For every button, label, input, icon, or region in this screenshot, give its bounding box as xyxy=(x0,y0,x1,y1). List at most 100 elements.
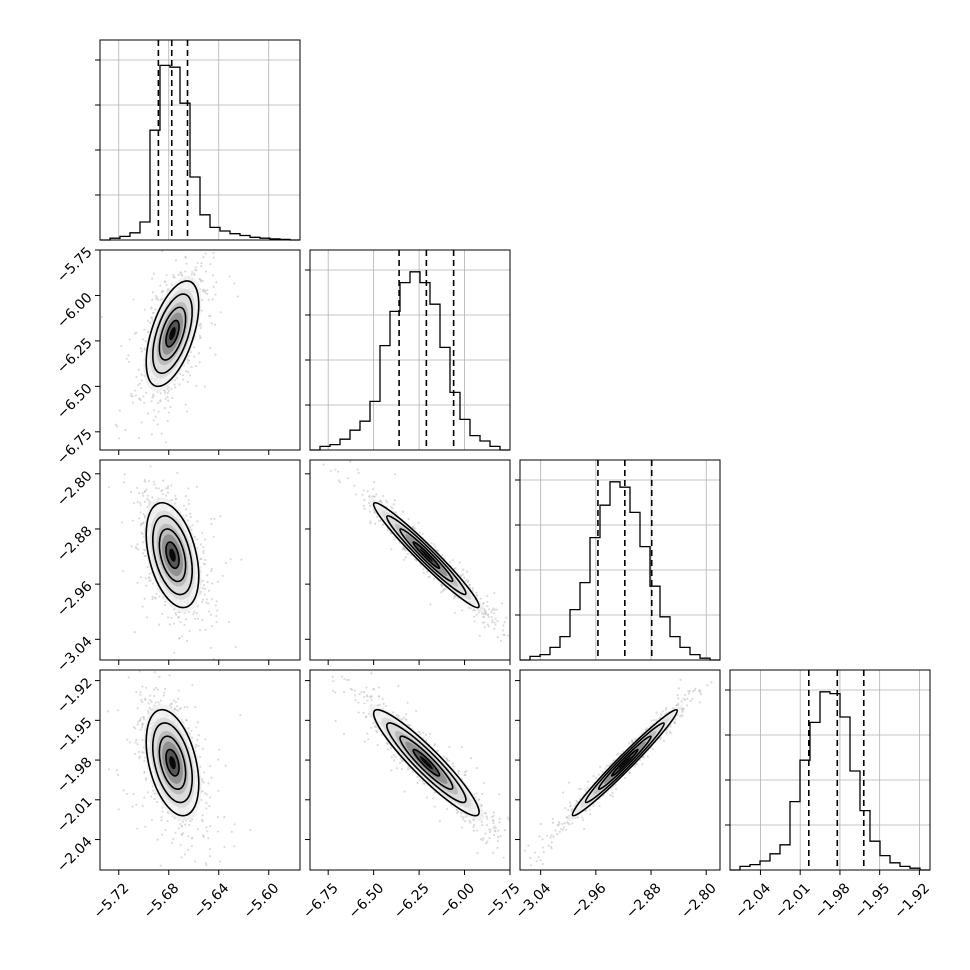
sample-point xyxy=(198,278,201,281)
sample-point xyxy=(136,486,139,490)
sample-point xyxy=(356,468,359,471)
sample-point xyxy=(171,499,174,502)
sample-point xyxy=(170,283,173,286)
sample-point xyxy=(418,531,421,534)
sample-point xyxy=(363,507,366,510)
y-tick-label: −3.04 xyxy=(54,634,96,676)
sample-point xyxy=(210,624,213,628)
sample-point xyxy=(475,591,478,594)
sample-point xyxy=(491,609,494,612)
sample-point xyxy=(461,609,464,612)
sample-point xyxy=(196,617,200,620)
contour-line xyxy=(145,501,200,609)
sample-point xyxy=(211,298,214,301)
sample-point xyxy=(159,298,162,302)
sample-point xyxy=(152,480,155,483)
sample-point xyxy=(134,741,137,744)
sample-point xyxy=(150,795,153,798)
sample-point xyxy=(510,641,512,643)
sample-point xyxy=(140,347,143,350)
sample-point xyxy=(166,487,169,490)
sample-point xyxy=(189,512,192,515)
sample-point xyxy=(168,698,170,700)
sample-point xyxy=(451,559,454,562)
sample-point xyxy=(202,551,205,555)
histogram-panel-2 xyxy=(515,459,721,661)
sample-point xyxy=(178,383,181,386)
sample-point xyxy=(196,738,199,741)
sample-point xyxy=(215,614,218,618)
sample-point xyxy=(177,273,180,277)
sample-point xyxy=(135,738,138,742)
sample-point xyxy=(142,395,145,398)
sample-point xyxy=(207,298,210,301)
sample-point xyxy=(137,368,140,371)
sample-point xyxy=(150,819,153,822)
y-tick-label: −2.96 xyxy=(54,578,96,620)
sample-point xyxy=(211,232,213,234)
sample-point xyxy=(163,691,166,694)
sample-point xyxy=(204,289,207,293)
sample-point xyxy=(479,597,482,600)
sample-point xyxy=(212,285,215,288)
sample-point xyxy=(392,538,395,541)
sample-point xyxy=(128,741,132,744)
sample-point xyxy=(204,563,207,566)
sample-point xyxy=(182,374,185,377)
sample-point xyxy=(204,558,207,562)
sample-point xyxy=(526,652,528,654)
sample-point xyxy=(186,361,189,365)
sample-point xyxy=(137,436,141,440)
sample-point xyxy=(182,504,186,507)
sample-point xyxy=(461,573,465,576)
sample-point xyxy=(134,727,137,730)
sample-point xyxy=(213,323,217,326)
sample-point xyxy=(419,563,422,566)
sample-point xyxy=(502,624,505,627)
sample-point xyxy=(386,528,389,531)
sample-point xyxy=(139,511,142,514)
sample-point xyxy=(179,271,182,274)
density-panel-2-1 xyxy=(305,459,555,668)
sample-point xyxy=(146,494,149,497)
panel-frame xyxy=(729,669,931,871)
sample-point xyxy=(153,797,156,801)
sample-point xyxy=(134,545,137,549)
sample-point xyxy=(149,694,152,697)
sample-point xyxy=(436,549,440,552)
contour-line xyxy=(158,528,187,583)
sample-point xyxy=(483,626,486,629)
sample-point xyxy=(161,250,164,253)
sample-point xyxy=(233,282,236,285)
sample-point xyxy=(163,603,167,607)
sample-point xyxy=(471,587,475,590)
density-panel-2-0: −3.04−2.96−2.88−2.80 xyxy=(54,459,301,713)
sample-point xyxy=(237,711,239,713)
sample-point xyxy=(150,307,153,310)
sample-point xyxy=(172,276,175,279)
sample-point xyxy=(170,484,173,487)
contour-line xyxy=(165,541,180,570)
sample-point xyxy=(493,627,496,630)
sample-point xyxy=(154,415,157,418)
sample-point xyxy=(466,570,469,573)
sample-point xyxy=(195,612,198,615)
sample-point xyxy=(494,617,497,620)
sample-point xyxy=(212,535,215,538)
sample-point xyxy=(179,372,182,376)
sample-point xyxy=(209,825,212,828)
sample-point xyxy=(210,322,213,325)
sample-point xyxy=(463,576,466,579)
sample-point xyxy=(136,581,139,584)
sample-point xyxy=(209,613,213,616)
sample-point xyxy=(202,207,204,209)
sample-point xyxy=(150,316,153,319)
sample-point xyxy=(146,709,150,713)
sample-point xyxy=(553,666,555,668)
sample-point xyxy=(200,262,203,265)
sample-point xyxy=(184,508,188,511)
sample-point xyxy=(152,789,155,792)
sample-point xyxy=(207,602,210,605)
sample-point xyxy=(163,280,167,283)
sample-point xyxy=(130,392,133,396)
